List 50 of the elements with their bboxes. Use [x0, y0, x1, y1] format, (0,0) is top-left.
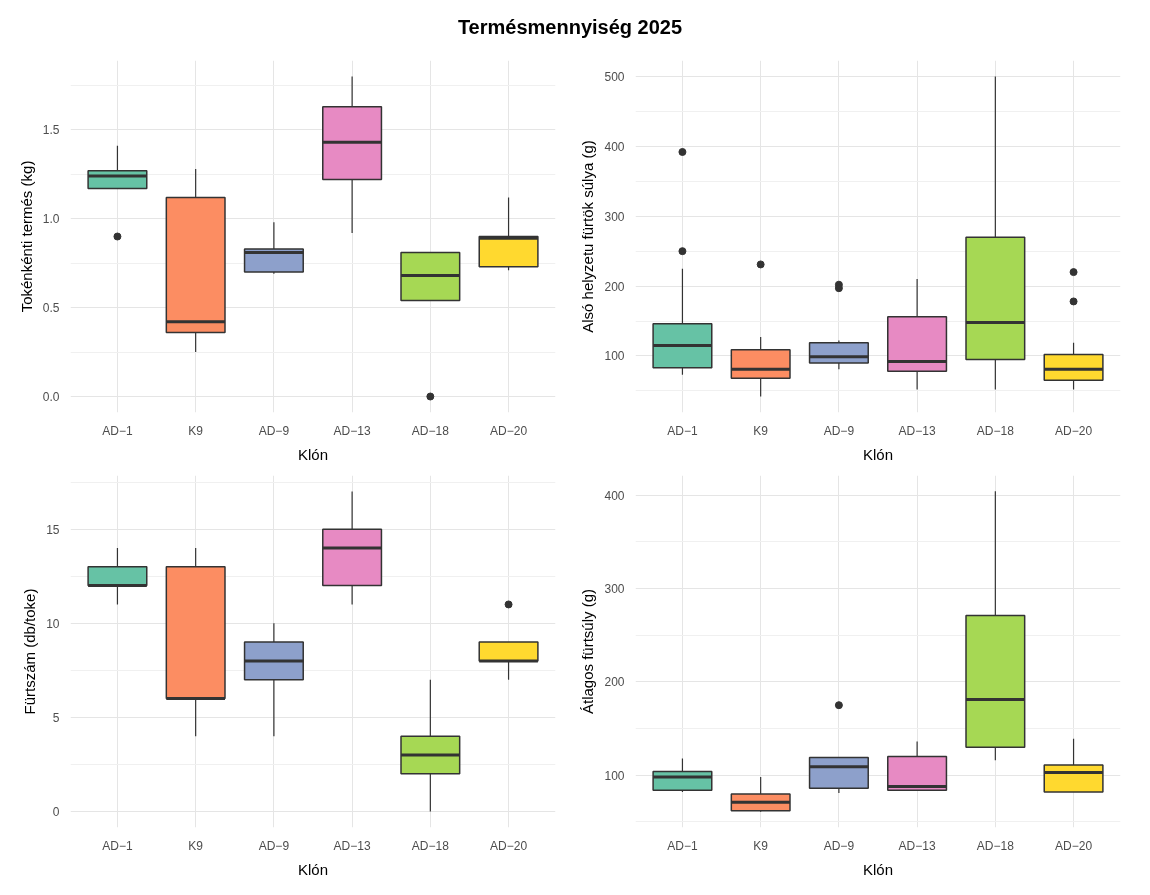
x-tick-label: AD−9: [823, 423, 855, 438]
x-tick-label: AD−1: [102, 838, 133, 853]
x-tick-label: AD−20: [1055, 423, 1093, 438]
y-tick-label: 5: [52, 710, 60, 725]
x-tick-label: AD−13: [333, 838, 371, 853]
x-tick-label: AD−9: [258, 838, 290, 853]
y-axis-title: Fürtszám (db/toke): [21, 588, 39, 715]
y-tick-label: 500: [604, 70, 625, 85]
x-tick-label: K9: [188, 838, 204, 853]
y-tick-label: 200: [604, 675, 625, 690]
x-tick-label: K9: [188, 423, 204, 438]
x-tick-label: AD−9: [258, 423, 290, 438]
x-axis-title: Klón: [862, 860, 894, 878]
y-tick-label: 100: [604, 768, 625, 783]
y-tick-label: 1.0: [42, 212, 60, 227]
y-tick-label: 0.5: [42, 301, 60, 316]
y-tick-label: 400: [604, 488, 625, 503]
x-axis-title: Klón: [297, 445, 329, 463]
x-tick-label: K9: [753, 423, 769, 438]
x-axis-title: Klón: [297, 860, 329, 878]
x-axis-title: Klón: [862, 445, 894, 463]
x-tick-label: AD−18: [976, 838, 1015, 853]
x-tick-label: AD−9: [823, 838, 855, 853]
y-axis-title: Átlagos fürtsúly (g): [579, 588, 597, 715]
x-tick-label: AD−1: [667, 838, 698, 853]
x-tick-label: AD−18: [411, 423, 450, 438]
x-tick-label: AD−18: [976, 423, 1015, 438]
x-tick-label: AD−13: [898, 838, 936, 853]
y-tick-label: 200: [604, 279, 625, 294]
x-tick-label: AD−20: [490, 423, 528, 438]
x-tick-label: AD−1: [667, 423, 698, 438]
y-tick-label: 1.5: [42, 123, 60, 138]
y-tick-label: 400: [604, 139, 625, 154]
x-tick-label: AD−13: [333, 423, 371, 438]
chart-title: Termésmennyiség 2025: [457, 15, 683, 40]
y-axis-title: Alsó helyzetu fürtök súlya (g): [579, 140, 597, 333]
x-tick-label: AD−1: [102, 423, 133, 438]
x-tick-label: K9: [753, 838, 769, 853]
y-tick-label: 0.0: [42, 390, 60, 404]
x-tick-label: AD−20: [1055, 838, 1093, 853]
x-tick-label: AD−20: [490, 838, 528, 853]
y-tick-label: 100: [604, 349, 625, 364]
y-tick-label: 15: [46, 522, 60, 537]
x-tick-label: AD−18: [411, 838, 450, 853]
x-tick-label: AD−13: [898, 423, 936, 438]
y-tick-label: 0: [52, 805, 60, 819]
y-axis-title: Tokénkénti termés (kg): [17, 160, 35, 313]
y-tick-label: 300: [604, 209, 625, 224]
y-tick-label: 300: [604, 581, 625, 596]
y-tick-label: 10: [46, 616, 60, 631]
